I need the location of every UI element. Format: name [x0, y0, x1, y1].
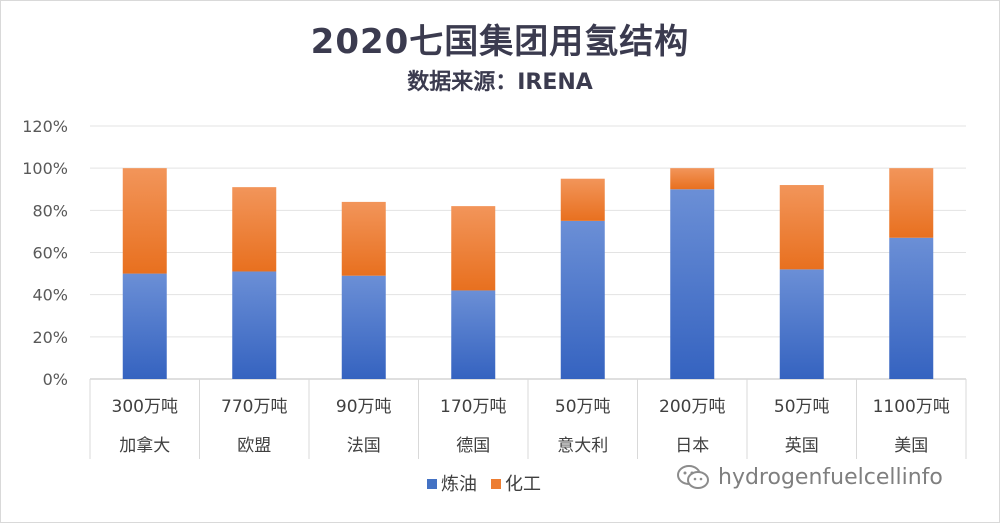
bar-refining — [451, 290, 496, 379]
y-axis: 0% 20% 40% 60% 80% 100% 120% — [22, 117, 68, 389]
bar-refining — [560, 220, 605, 379]
bar-chemical — [670, 168, 715, 190]
watermark-text: hydrogenfuelcellinfo — [718, 464, 943, 490]
category-volume-label: 50万吨 — [774, 397, 830, 417]
bar-chemical — [451, 206, 496, 291]
category-country-label: 美国 — [894, 436, 928, 456]
bar-chemical — [122, 168, 167, 274]
y-tick-label: 120% — [22, 117, 68, 136]
y-tick-label: 80% — [32, 201, 68, 220]
bar-refining — [232, 271, 277, 379]
gridlines — [90, 125, 966, 380]
chart-title: 2020七国集团用氢结构 — [310, 22, 690, 62]
bar-chemical — [232, 187, 277, 272]
category-country-label: 加拿大 — [119, 435, 170, 456]
legend-label: 化工 — [505, 474, 541, 495]
bar-refining — [122, 273, 167, 379]
category-volume-label: 1100万吨 — [873, 397, 950, 417]
bar-chemical — [779, 185, 824, 270]
category-volume-label: 200万吨 — [659, 397, 725, 417]
bar-refining — [889, 237, 934, 379]
y-tick-label: 0% — [43, 370, 68, 389]
legend-swatch — [427, 479, 437, 489]
wechat-icon — [677, 465, 709, 489]
y-tick-label: 40% — [32, 286, 68, 305]
category-volume-label: 770万吨 — [221, 397, 287, 417]
watermark: hydrogenfuelcellinfo — [676, 464, 943, 490]
legend-label: 炼油 — [441, 474, 477, 495]
bars — [122, 168, 934, 379]
legend-swatch — [491, 479, 501, 489]
bar-refining — [341, 275, 386, 379]
category-country-label: 法国 — [347, 436, 381, 456]
category-volume-label: 50万吨 — [555, 397, 611, 417]
y-tick-label: 60% — [32, 244, 68, 263]
legend: 炼油 化工 — [427, 474, 541, 495]
category-country-label: 欧盟 — [237, 436, 271, 456]
bar-chemical — [560, 178, 605, 221]
chart-subtitle: 数据来源：IRENA — [407, 70, 593, 95]
bar-chemical — [889, 168, 934, 238]
y-tick-label: 100% — [22, 159, 68, 178]
bar-refining — [779, 269, 824, 379]
category-volume-label: 300万吨 — [112, 397, 178, 417]
category-country-label: 德国 — [456, 436, 490, 456]
category-volume-label: 170万吨 — [440, 397, 506, 417]
y-tick-label: 20% — [32, 328, 68, 347]
bar-refining — [670, 189, 715, 379]
category-volume-label: 90万吨 — [336, 397, 392, 417]
bar-chemical — [341, 201, 386, 276]
category-country-label: 英国 — [785, 436, 819, 456]
category-country-label: 日本 — [675, 436, 709, 456]
category-country-label: 意大利 — [557, 436, 608, 456]
